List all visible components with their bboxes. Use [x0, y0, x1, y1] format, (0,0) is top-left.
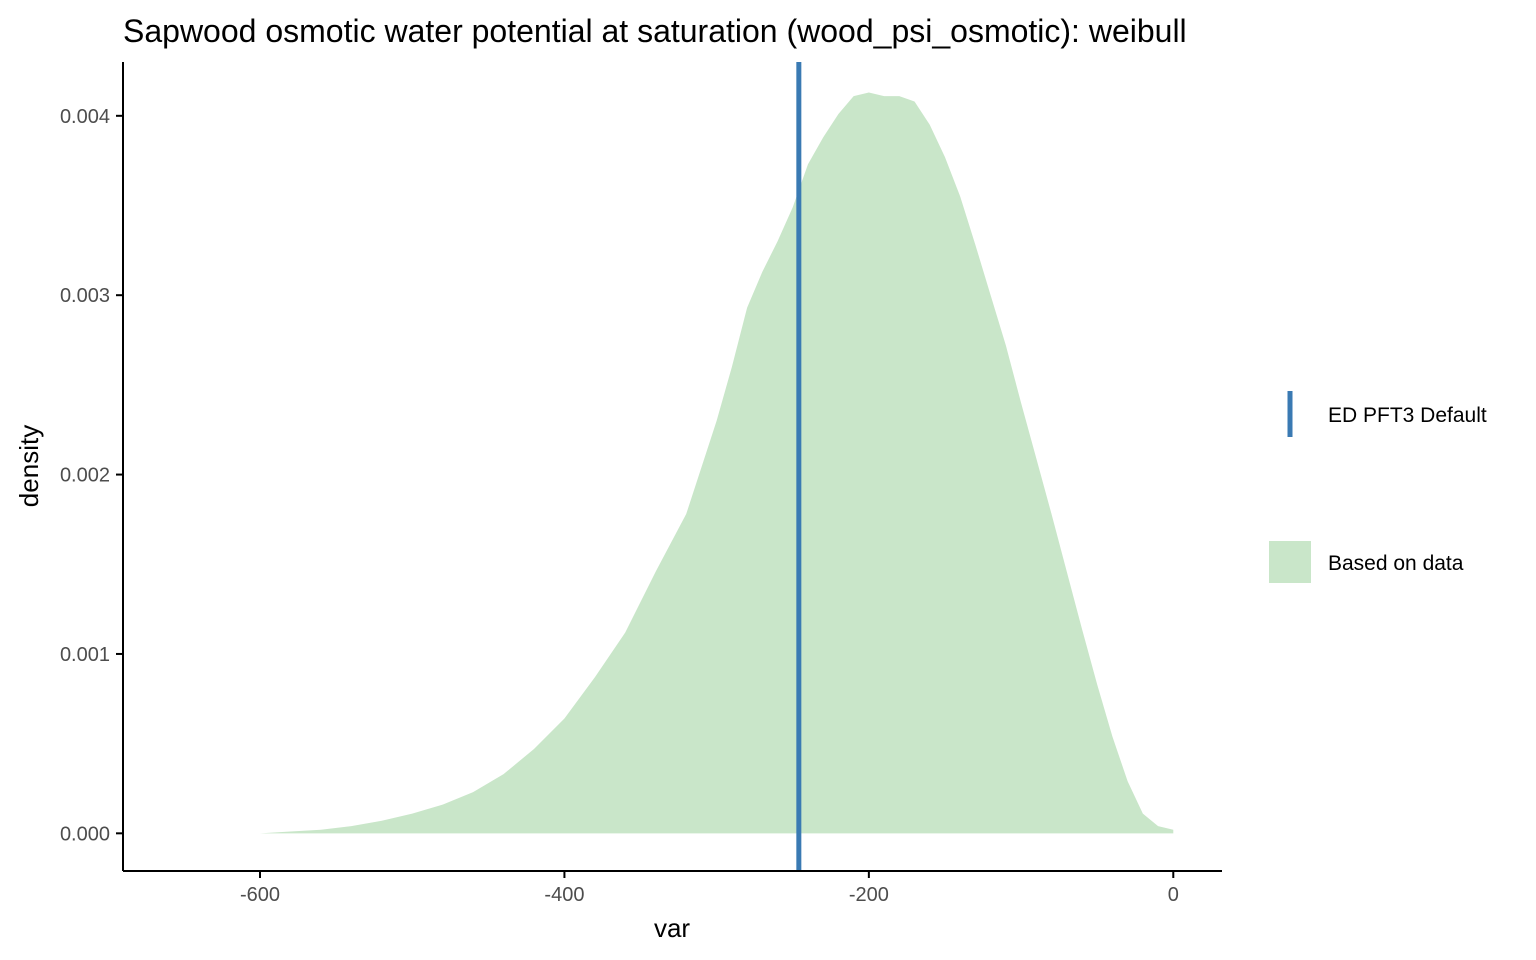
y-tick-label: 0.000 — [60, 823, 110, 845]
x-tick-label: -600 — [240, 884, 280, 906]
legend-label-based-on-data: Based on data — [1328, 552, 1464, 575]
y-tick-label: 0.004 — [60, 106, 110, 128]
x-tick-label: 0 — [1168, 884, 1179, 906]
y-tick-label: 0.003 — [60, 285, 110, 307]
legend: ED PFT3 Default Based on data — [1269, 391, 1487, 583]
legend-label-ed-pft3-default: ED PFT3 Default — [1328, 404, 1487, 427]
x-tick-label: -200 — [849, 884, 889, 906]
y-axis-ticks: 0.000 0.001 0.002 0.003 0.004 — [60, 106, 123, 845]
y-axis-title: density — [14, 425, 44, 507]
chart-title: Sapwood osmotic water potential at satur… — [123, 13, 1187, 49]
y-tick-label: 0.002 — [60, 465, 110, 487]
y-tick-label: 0.001 — [60, 644, 110, 666]
x-tick-label: -400 — [544, 884, 584, 906]
x-axis-title: var — [654, 913, 690, 943]
density-area-based-on-data — [259, 92, 1174, 834]
legend-key-based-on-data — [1269, 541, 1311, 583]
x-axis-ticks: -600 -400 -200 0 — [240, 871, 1179, 906]
plot-area — [259, 62, 1174, 871]
